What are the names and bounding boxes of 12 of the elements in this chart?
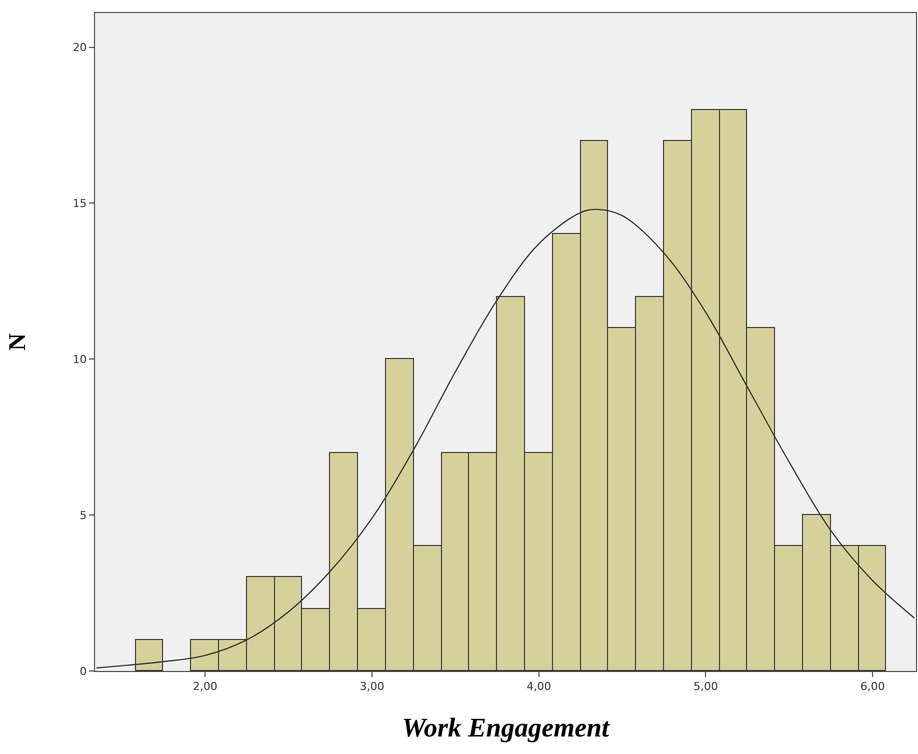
y-tick-label: 10 bbox=[72, 353, 87, 366]
y-tick-label: 15 bbox=[72, 197, 87, 210]
x-axis-title: Work Engagement bbox=[402, 712, 611, 743]
x-tick-label: 2,00 bbox=[192, 680, 218, 694]
x-tick-label: 4,00 bbox=[526, 680, 552, 694]
x-tick-label: 3,00 bbox=[360, 680, 384, 694]
y-tick-label: 5 bbox=[80, 508, 87, 522]
x-tick-label: 6,00 bbox=[860, 680, 885, 694]
y-axis-title: N bbox=[4, 332, 31, 351]
y-tick-label: 20 bbox=[72, 41, 87, 54]
x-tick-label: 5,00 bbox=[693, 680, 718, 694]
y-tick-label: 0 bbox=[80, 664, 87, 678]
